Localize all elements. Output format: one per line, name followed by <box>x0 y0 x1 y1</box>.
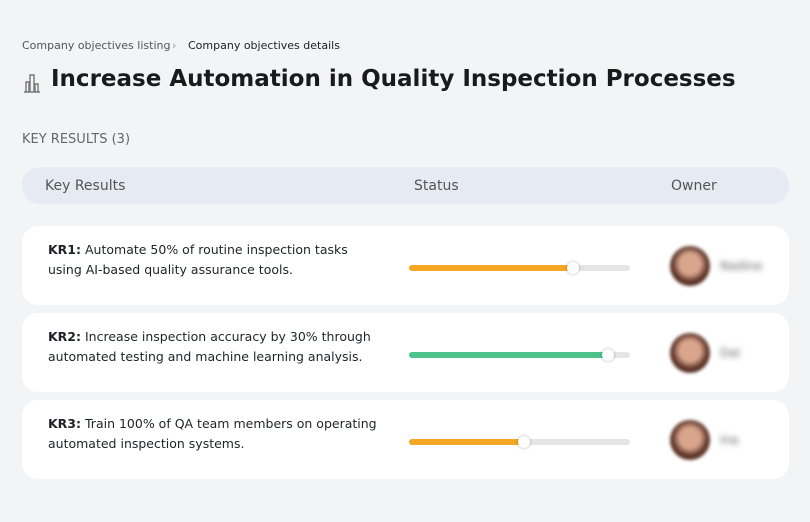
owner-avatar <box>670 333 710 373</box>
owner-name: Dal <box>720 346 740 360</box>
column-header: Key Results <box>45 178 126 194</box>
progress-knob <box>601 349 614 361</box>
table-header <box>22 167 789 204</box>
key-result-row[interactable]: KR1: Automate 50% of routine inspection … <box>22 226 789 305</box>
key-result-row[interactable]: KR3: Train 100% of QA team members on op… <box>22 400 789 479</box>
progress-fill <box>409 352 608 358</box>
key-result-row[interactable]: KR2: Increase inspection accuracy by 30%… <box>22 313 789 392</box>
owner-name: Ina <box>720 433 739 447</box>
title-icon <box>24 74 40 93</box>
progress-fill <box>409 265 573 271</box>
breadcrumb-separator: › <box>172 39 177 52</box>
key-result-description: Automate 50% of routine inspection tasks… <box>48 242 348 277</box>
progress-knob <box>517 436 530 448</box>
progress-track <box>409 349 630 361</box>
owner-avatar <box>670 420 710 460</box>
owner-name: Nadine <box>720 259 763 273</box>
key-result-text: KR1: Automate 50% of routine inspection … <box>48 240 378 280</box>
progress-knob <box>566 262 579 274</box>
progress-track <box>409 436 630 448</box>
column-header: Owner <box>671 178 717 194</box>
breadcrumb-link[interactable]: Company objectives listing <box>22 39 171 52</box>
key-result-description: Increase inspection accuracy by 30% thro… <box>48 329 371 364</box>
breadcrumb-current: Company objectives details <box>188 39 340 52</box>
progress-track <box>409 262 630 274</box>
key-result-text: KR2: Increase inspection accuracy by 30%… <box>48 327 378 367</box>
key-result-description: Train 100% of QA team members on operati… <box>48 416 377 451</box>
section-label: KEY RESULTS (3) <box>22 132 131 147</box>
page-title: Increase Automation in Quality Inspectio… <box>51 66 736 92</box>
key-result-label: KR1: <box>48 242 82 257</box>
progress-fill <box>409 439 524 445</box>
owner-avatar <box>670 246 710 286</box>
key-result-label: KR3: <box>48 416 82 431</box>
column-header: Status <box>414 178 459 194</box>
key-result-label: KR2: <box>48 329 82 344</box>
key-result-text: KR3: Train 100% of QA team members on op… <box>48 414 378 454</box>
